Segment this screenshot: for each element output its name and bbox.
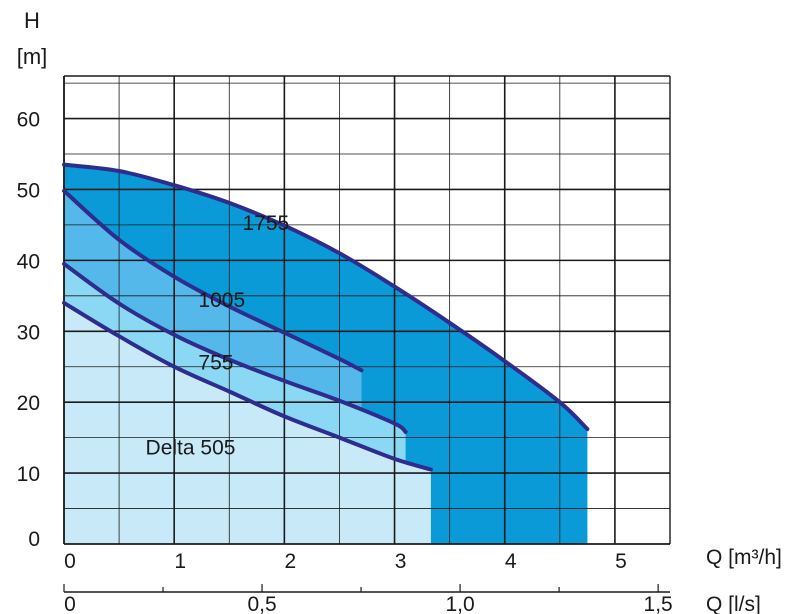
series-label: Delta 505: [146, 437, 236, 460]
curve-755: [62, 261, 408, 434]
y-tick-label: 50: [17, 179, 40, 202]
curve-1755: [62, 162, 590, 432]
y-tick-label: 30: [17, 321, 40, 344]
grid-lines: [63, 75, 671, 545]
x2-axis-label: Q [l/s]: [706, 593, 761, 614]
y-tick-label: 40: [17, 250, 40, 273]
curve-lines: [62, 162, 590, 472]
x-axis-label: Q [m³/h]: [706, 546, 782, 569]
x-tick-label: 3: [395, 550, 407, 573]
x2-tick-label: 1,0: [445, 593, 474, 614]
curve-delta-505: [62, 300, 433, 472]
y-tick-label: 0: [28, 528, 40, 551]
series-label: 755: [198, 352, 233, 375]
curve-1005: [62, 188, 364, 373]
x2-tick-label: 0,5: [247, 593, 276, 614]
y-tick-label: 10: [17, 463, 40, 486]
x-tick-label: 2: [285, 550, 297, 573]
x-tick-label: 5: [615, 550, 627, 573]
y-tick-label: 60: [17, 109, 40, 132]
y-tick-label: 20: [17, 392, 40, 415]
x-tick-label: 1: [174, 550, 186, 573]
x2-tick-label: 0: [64, 593, 76, 614]
x2-tick-label: 1,5: [644, 593, 673, 614]
series-label: 1005: [198, 289, 245, 312]
y-axis-unit: [m]: [17, 44, 48, 69]
series-label: 1755: [242, 212, 289, 235]
x-tick-label: 4: [505, 550, 517, 573]
x-tick-label: 0: [64, 550, 76, 573]
y-axis-label: H: [24, 8, 40, 33]
